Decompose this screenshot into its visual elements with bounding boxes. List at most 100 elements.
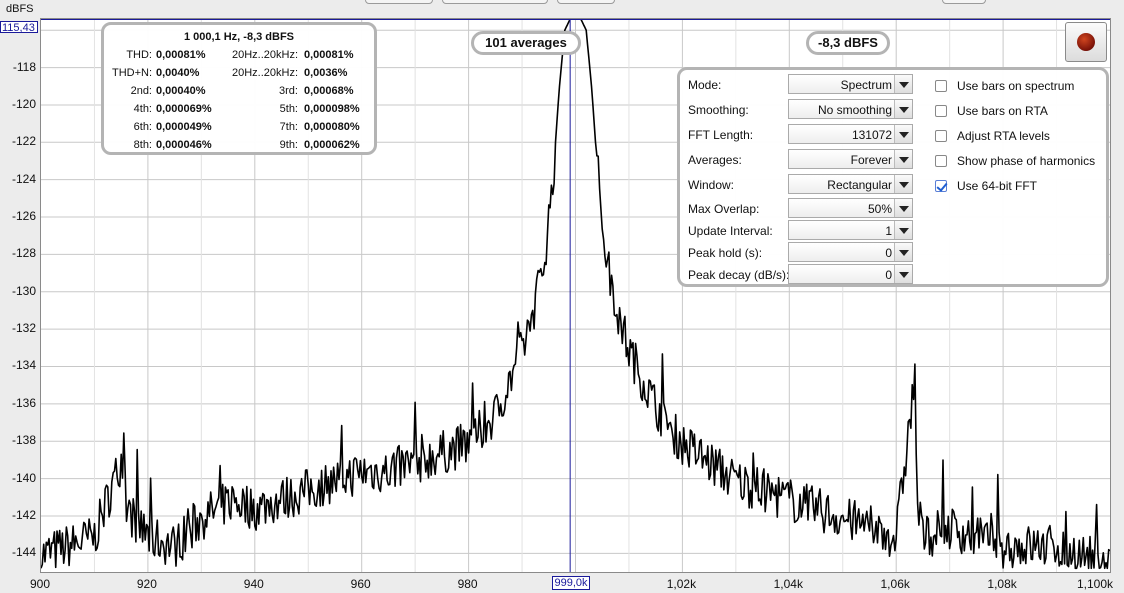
- chevron-down-icon[interactable]: [894, 243, 912, 261]
- y-tick-label: -132: [11, 321, 36, 336]
- thd-value: 0,000049%: [156, 121, 212, 133]
- y-tick-label: -144: [11, 545, 36, 560]
- y-tick-label: -142: [11, 507, 36, 522]
- option-checkbox[interactable]: Use bars on RTA: [935, 103, 1105, 121]
- chevron-down-icon[interactable]: [894, 100, 912, 118]
- option-checkbox[interactable]: Adjust RTA levels: [935, 128, 1105, 146]
- y-tick-label: -128: [11, 246, 36, 261]
- y-tick-label: -136: [11, 395, 36, 410]
- thd-label: 5th:: [279, 103, 298, 115]
- thd-row: 4th: 0,000069% 5th: 0,000098%: [104, 103, 374, 119]
- setting-label: Max Overlap:: [688, 202, 760, 216]
- checkbox-unchecked-icon[interactable]: [935, 155, 947, 167]
- setting-dropdown[interactable]: 0: [788, 242, 913, 262]
- toolbar-button-partial[interactable]: [942, 0, 986, 4]
- x-tick-label: 1,04k: [773, 577, 803, 591]
- y-tick-label: -130: [11, 283, 36, 298]
- chevron-down-icon[interactable]: [894, 175, 912, 193]
- thd-row: 6th: 0,000049% 7th: 0,000080%: [104, 121, 374, 137]
- thd-value: 0,000046%: [156, 139, 212, 151]
- thd-value: 0,00081%: [156, 49, 206, 61]
- checkbox-unchecked-icon[interactable]: [935, 105, 947, 117]
- setting-label: Update Interval:: [688, 224, 773, 238]
- x-tick-label: 960: [350, 577, 371, 591]
- checkbox-unchecked-icon[interactable]: [935, 80, 947, 92]
- setting-row: Averages: Forever: [680, 149, 920, 171]
- setting-label: Window:: [688, 178, 735, 192]
- y-axis-unit: dBFS: [6, 3, 34, 15]
- setting-label: Peak hold (s):: [688, 246, 763, 260]
- chevron-down-icon[interactable]: [894, 75, 912, 93]
- setting-dropdown[interactable]: Spectrum: [788, 74, 913, 94]
- setting-row: Window: Rectangular: [680, 174, 920, 196]
- y-tick-label: -140: [11, 470, 36, 485]
- setting-dropdown[interactable]: 0: [788, 264, 913, 284]
- chevron-down-icon[interactable]: [894, 265, 912, 283]
- thd-label: 20Hz..20kHz:: [231, 67, 298, 79]
- setting-row: Mode: Spectrum: [680, 74, 920, 96]
- chevron-down-icon[interactable]: [894, 221, 912, 239]
- thd-row: 2nd: 0,00040% 3rd: 0,00068%: [104, 85, 374, 101]
- y-tick-label: -122: [11, 134, 36, 149]
- setting-row: Update Interval: 1: [680, 220, 920, 242]
- checkbox-checked-icon[interactable]: [935, 180, 947, 192]
- checkbox-label: Show phase of harmonics: [957, 154, 1096, 168]
- setting-dropdown[interactable]: No smoothing: [788, 99, 913, 119]
- toolbar-button-partial[interactable]: [365, 0, 433, 4]
- setting-dropdown[interactable]: 1: [788, 220, 913, 240]
- x-tick-label: 900: [29, 577, 51, 591]
- cursor-x-readout: 999,0k: [552, 576, 590, 590]
- thd-label: 2nd:: [130, 85, 152, 97]
- setting-dropdown-value: 0: [885, 268, 892, 282]
- setting-dropdown-value: 1: [885, 224, 892, 238]
- setting-row: Peak decay (dB/s): 0: [680, 264, 920, 286]
- thd-row: 8th: 0,000046% 9th: 0,000062%: [104, 139, 374, 155]
- x-tick-label: 980: [457, 577, 478, 591]
- y-tick-label: -138: [11, 433, 36, 448]
- chevron-down-icon[interactable]: [894, 199, 912, 217]
- thd-value: 0,000069%: [156, 103, 212, 115]
- toolbar-button-partial[interactable]: [557, 0, 615, 4]
- thd-label: 8th:: [133, 139, 152, 151]
- thd-label: 7th:: [279, 121, 298, 133]
- setting-row: FFT Length: 131072: [680, 124, 920, 146]
- toolbar-button-partial[interactable]: [442, 0, 548, 4]
- setting-row: Max Overlap: 50%: [680, 198, 920, 220]
- setting-dropdown-value: 131072: [851, 128, 892, 142]
- thd-value: 0,0040%: [156, 67, 200, 79]
- x-tick-label: 1,08k: [987, 577, 1017, 591]
- thd-label: 20Hz..20kHz:: [231, 49, 298, 61]
- chevron-down-icon[interactable]: [894, 150, 912, 168]
- setting-row: Peak hold (s): 0: [680, 242, 920, 264]
- thd-results-panel: 1 000,1 Hz, -8,3 dBFS THD: 0,00081% 20Hz..…: [101, 22, 377, 155]
- thd-value: 0,000080%: [304, 121, 360, 133]
- setting-dropdown-value: 50%: [867, 202, 892, 216]
- thd-label: THD+N:: [111, 67, 152, 79]
- record-button[interactable]: [1065, 22, 1107, 62]
- option-checkbox[interactable]: Show phase of harmonics: [935, 153, 1105, 171]
- spectrum-trace: [41, 19, 1110, 570]
- thd-row: THD: 0,00081% 20Hz..20kHz: 0,00081%: [104, 49, 374, 65]
- setting-dropdown[interactable]: Rectangular: [788, 174, 913, 194]
- checkbox-unchecked-icon[interactable]: [935, 130, 947, 142]
- thd-value: 0,000098%: [304, 103, 360, 115]
- cursor-y-readout: 115,43: [0, 21, 38, 34]
- option-checkbox[interactable]: Use bars on spectrum: [935, 78, 1105, 96]
- setting-dropdown[interactable]: 50%: [788, 198, 913, 218]
- setting-dropdown-value: Forever: [850, 153, 892, 167]
- setting-dropdown-value: 0: [885, 246, 892, 260]
- setting-label: Averages:: [688, 153, 742, 167]
- thd-label: 9th:: [279, 139, 298, 151]
- checkbox-label: Use bars on spectrum: [957, 79, 1075, 93]
- option-checkbox[interactable]: Use 64-bit FFT: [935, 178, 1105, 196]
- setting-dropdown[interactable]: Forever: [788, 149, 913, 169]
- setting-label: Smoothing:: [688, 103, 749, 117]
- setting-dropdown-value: Rectangular: [827, 178, 892, 192]
- x-tick-label: 1,02k: [666, 577, 697, 591]
- thd-value: 0,0036%: [304, 67, 348, 79]
- y-tick-label: -134: [11, 358, 36, 373]
- averages-badge: 101 averages: [471, 31, 581, 55]
- setting-row: Smoothing: No smoothing: [680, 99, 920, 121]
- chevron-down-icon[interactable]: [894, 125, 912, 143]
- setting-dropdown[interactable]: 131072: [788, 124, 913, 144]
